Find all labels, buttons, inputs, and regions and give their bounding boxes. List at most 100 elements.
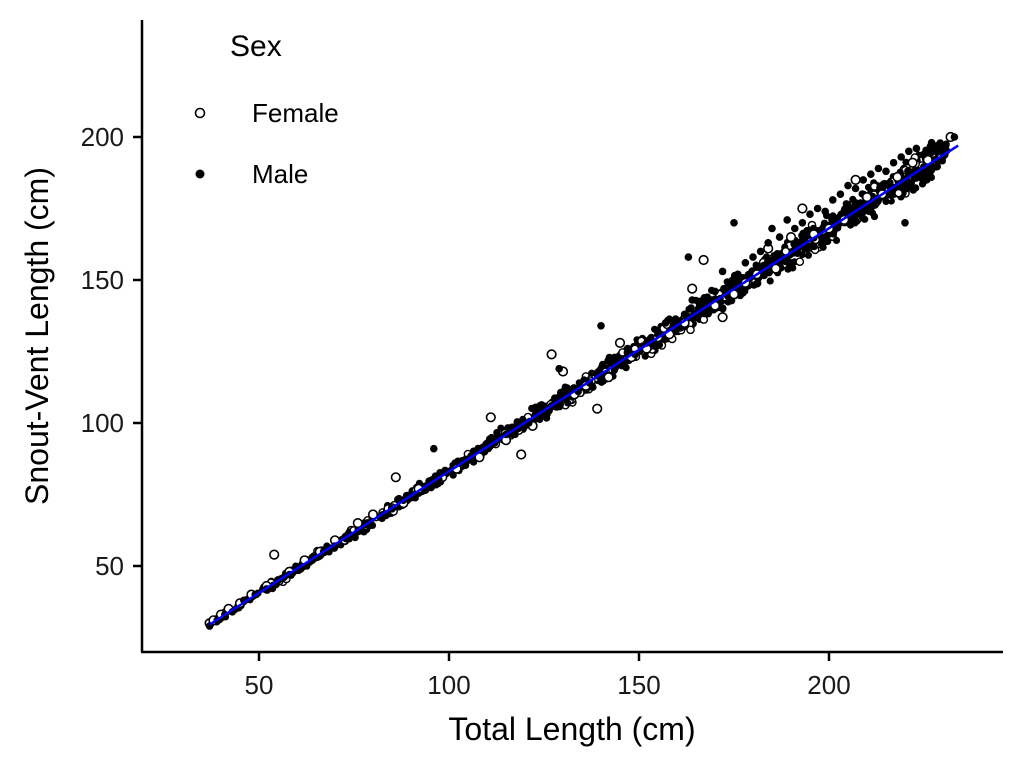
trend-layer [208,144,959,626]
point-male [861,215,869,223]
legend-label-male: Male [252,159,308,189]
point-male [493,429,501,437]
point-female [603,372,614,383]
point-female [770,263,781,274]
point-female [907,157,918,168]
y-tick-label-200: 200 [81,122,124,152]
point-male [933,148,941,157]
point-male [511,430,519,439]
x-tick-label-200: 200 [807,670,850,700]
x-axis-title: Total Length (cm) [448,711,695,747]
point-male [809,242,817,250]
y-tick-label-150: 150 [81,265,124,295]
point-male [711,287,719,296]
point-male [832,236,841,244]
point-female [850,174,861,185]
point-female [698,254,709,266]
point-male [599,360,607,368]
point-male [623,344,632,353]
point-male [919,178,928,186]
point-female [546,349,557,360]
point-female [516,449,527,460]
x-tick-label-50: 50 [245,670,274,700]
point-female [614,337,626,349]
point-male [856,199,865,207]
point-male [829,196,837,204]
point-female [390,472,401,483]
point-female [797,203,808,214]
point-female [687,283,698,294]
point-female [717,312,728,323]
point-male [604,356,613,364]
point-male [720,284,729,292]
point-male [555,364,563,373]
point-female [269,549,280,560]
point-male [749,253,757,261]
legend-marker-female [194,107,206,119]
point-male [925,147,934,155]
point-male [819,234,827,242]
point-male [859,176,867,184]
point-male [741,287,749,295]
point-male [533,404,542,412]
point-male [844,181,852,190]
point-male [798,236,806,244]
point-male [696,301,704,310]
point-male [836,190,845,198]
point-male [851,184,860,193]
point-male [950,133,959,141]
point-male [768,224,776,233]
point-male [621,360,629,368]
point-male [430,444,438,453]
point-male [775,233,784,241]
point-male [874,164,883,173]
point-male [867,170,875,178]
point-female [892,171,903,183]
point-male [847,215,855,223]
point-male [661,319,670,327]
point-male [597,378,606,386]
legend-marker-male [195,169,205,179]
point-male [641,352,649,360]
point-male [912,144,921,153]
point-female [352,517,363,529]
point-male [559,388,567,396]
point-male [841,208,849,216]
point-male [849,204,857,212]
point-male [798,219,807,227]
point-male [842,200,850,208]
point-female [485,412,496,423]
point-male [360,528,368,536]
x-tick-label-150: 150 [617,670,660,700]
point-male [821,207,829,216]
point-male [789,264,797,272]
point-female [894,188,903,198]
point-male [753,279,761,287]
point-male [764,239,772,247]
y-axis-title: Snout-Vent Length (cm) [19,167,55,505]
legend-label-female: Female [252,98,339,128]
ticks-layer: 50 100 150 200 50 100 150 200 [81,122,851,700]
point-male [901,219,909,227]
point-male [847,220,855,228]
legend-title: Sex [230,30,282,63]
point-male [920,150,928,158]
point-male [719,304,727,312]
point-male [882,167,890,176]
point-male [791,224,799,233]
y-tick-label-100: 100 [81,408,124,438]
point-male [734,270,742,279]
point-female [592,403,603,414]
point-male [351,534,359,542]
point-male [790,240,798,248]
point-male [939,141,947,150]
point-female [785,232,797,243]
point-male [927,138,936,147]
point-male [905,147,913,156]
point-female [861,192,873,203]
point-male [806,210,814,218]
point-male [730,219,738,227]
point-male [597,322,605,330]
point-male [829,212,837,220]
